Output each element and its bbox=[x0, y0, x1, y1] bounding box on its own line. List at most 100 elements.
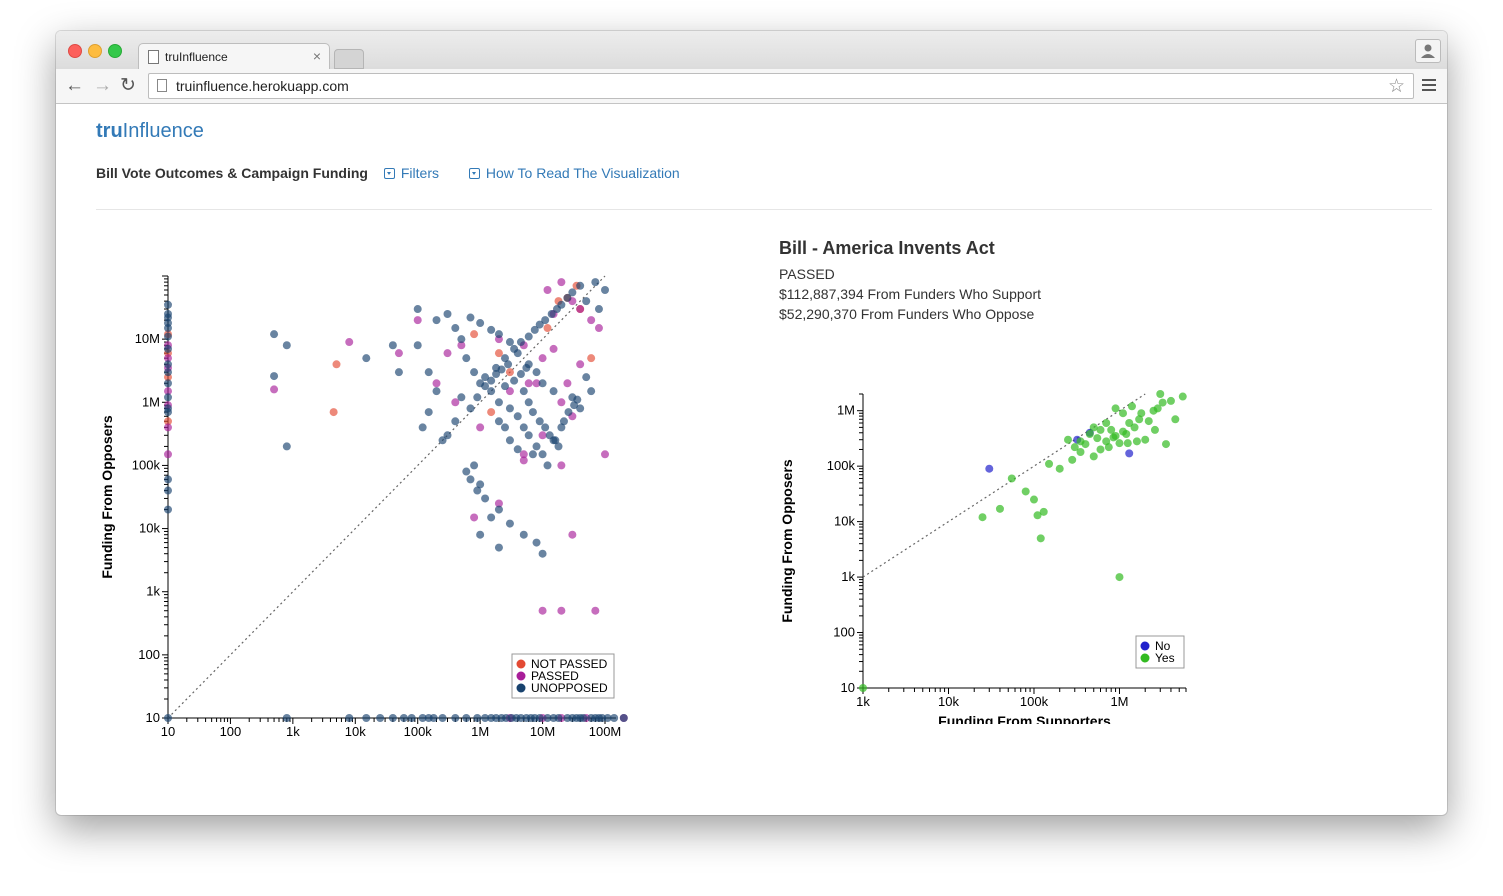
page-icon bbox=[157, 79, 167, 92]
legend-swatch bbox=[516, 683, 526, 693]
person-icon bbox=[1421, 44, 1435, 58]
filters-toggle[interactable]: Filters bbox=[383, 165, 439, 181]
data-point bbox=[424, 408, 433, 417]
bills-scatter-chart[interactable]: 10 100 1k 10k 100k 1M 10M 100M 10 100 1k 10k 100k 1M 1… bbox=[96, 238, 636, 738]
close-window-button[interactable] bbox=[68, 44, 82, 58]
maximize-window-button[interactable] bbox=[108, 44, 122, 58]
data-point bbox=[345, 714, 354, 722]
legend-box bbox=[1135, 635, 1185, 669]
data-point bbox=[543, 286, 552, 295]
data-point bbox=[438, 436, 447, 445]
data-point bbox=[473, 486, 482, 495]
legend-label: PASSED bbox=[531, 669, 579, 683]
data-point bbox=[1029, 495, 1038, 504]
data-point bbox=[1115, 439, 1124, 448]
data-point bbox=[559, 417, 568, 426]
data-point bbox=[164, 300, 172, 309]
y-tick-label: 10 bbox=[146, 710, 160, 725]
data-point bbox=[519, 450, 528, 459]
data-point bbox=[576, 305, 585, 314]
data-point bbox=[443, 349, 452, 358]
data-point bbox=[563, 293, 572, 302]
minimize-window-button[interactable] bbox=[88, 44, 102, 58]
data-point bbox=[516, 370, 525, 379]
data-point bbox=[487, 513, 496, 522]
data-point bbox=[557, 606, 566, 615]
data-point bbox=[1104, 443, 1113, 452]
data-point bbox=[563, 379, 572, 388]
x-axis-label: Funding From Supporters bbox=[938, 713, 1111, 724]
browser-tab[interactable]: truInfluence × bbox=[138, 43, 330, 70]
x-tick-label: 1k bbox=[286, 724, 300, 738]
data-point bbox=[164, 486, 172, 495]
browser-window: truInfluence × ← → ↻ truinfluence.heroku… bbox=[56, 31, 1447, 815]
data-point bbox=[504, 360, 513, 369]
back-arrow-icon[interactable]: ← bbox=[65, 75, 84, 96]
data-point bbox=[538, 549, 547, 558]
data-point bbox=[573, 395, 582, 404]
data-point bbox=[1109, 433, 1118, 442]
data-point bbox=[500, 423, 509, 432]
data-point bbox=[494, 417, 503, 426]
data-point bbox=[282, 341, 291, 350]
data-point bbox=[1096, 445, 1105, 454]
data-point bbox=[164, 450, 172, 459]
data-point bbox=[549, 387, 558, 396]
data-point bbox=[462, 714, 471, 722]
x-tick-label: 10 bbox=[161, 724, 175, 738]
data-point bbox=[164, 387, 172, 396]
data-point bbox=[1064, 435, 1073, 444]
data-point bbox=[418, 714, 427, 722]
new-tab-button[interactable] bbox=[334, 49, 364, 69]
data-point bbox=[519, 456, 528, 465]
data-point bbox=[413, 305, 422, 314]
forward-arrow-icon[interactable]: → bbox=[93, 75, 112, 96]
data-point bbox=[538, 354, 547, 363]
data-point bbox=[513, 445, 522, 454]
data-point bbox=[476, 319, 485, 328]
menu-icon[interactable] bbox=[1422, 79, 1436, 94]
data-point bbox=[505, 368, 514, 377]
data-point bbox=[164, 368, 172, 377]
data-point bbox=[541, 423, 550, 432]
data-point bbox=[451, 398, 460, 407]
data-point bbox=[1021, 487, 1030, 496]
close-tab-icon[interactable]: × bbox=[312, 48, 321, 64]
bookmark-star-icon[interactable]: ☆ bbox=[1387, 76, 1405, 97]
y-tick-label: 1M bbox=[837, 403, 855, 418]
data-point bbox=[487, 376, 496, 385]
page-title: Bill Vote Outcomes & Campaign Funding bbox=[96, 165, 368, 181]
data-point bbox=[164, 354, 172, 363]
address-bar[interactable]: truinfluence.herokuapp.com ☆ bbox=[148, 73, 1414, 99]
data-point bbox=[535, 714, 544, 722]
data-point bbox=[432, 316, 441, 325]
data-point bbox=[432, 387, 441, 396]
data-point bbox=[466, 475, 475, 484]
data-point bbox=[376, 714, 385, 722]
data-point bbox=[473, 714, 482, 722]
url-text[interactable]: truinfluence.herokuapp.com bbox=[176, 78, 349, 94]
data-point bbox=[1089, 423, 1098, 432]
brand-bold: tru bbox=[96, 120, 123, 142]
y-tick-label: 1k bbox=[841, 569, 855, 584]
data-point bbox=[481, 373, 490, 382]
y-tick-label: 100 bbox=[833, 625, 855, 640]
page-icon bbox=[148, 50, 159, 64]
reload-icon[interactable]: ↻ bbox=[120, 75, 136, 96]
data-point bbox=[443, 310, 452, 319]
data-point bbox=[164, 379, 172, 388]
how-to-read-toggle[interactable]: How To Read The Visualization bbox=[468, 165, 680, 181]
data-point bbox=[568, 530, 577, 539]
data-point bbox=[500, 354, 509, 363]
data-point bbox=[473, 393, 482, 402]
data-point bbox=[282, 714, 291, 722]
bill-votes-scatter-chart[interactable]: 1k 10k 100k 1M 10 100 1k 10k 100k 1M Funding From … bbox=[776, 354, 1196, 724]
profile-button[interactable] bbox=[1415, 39, 1441, 63]
data-point bbox=[451, 324, 460, 333]
data-point bbox=[476, 480, 485, 489]
data-point bbox=[457, 393, 466, 402]
brand-logo[interactable]: truInfluence bbox=[96, 120, 204, 143]
data-point bbox=[513, 349, 522, 358]
page-content: truInfluence Bill Vote Outcomes & Campai… bbox=[56, 104, 1447, 815]
data-point bbox=[494, 499, 503, 508]
